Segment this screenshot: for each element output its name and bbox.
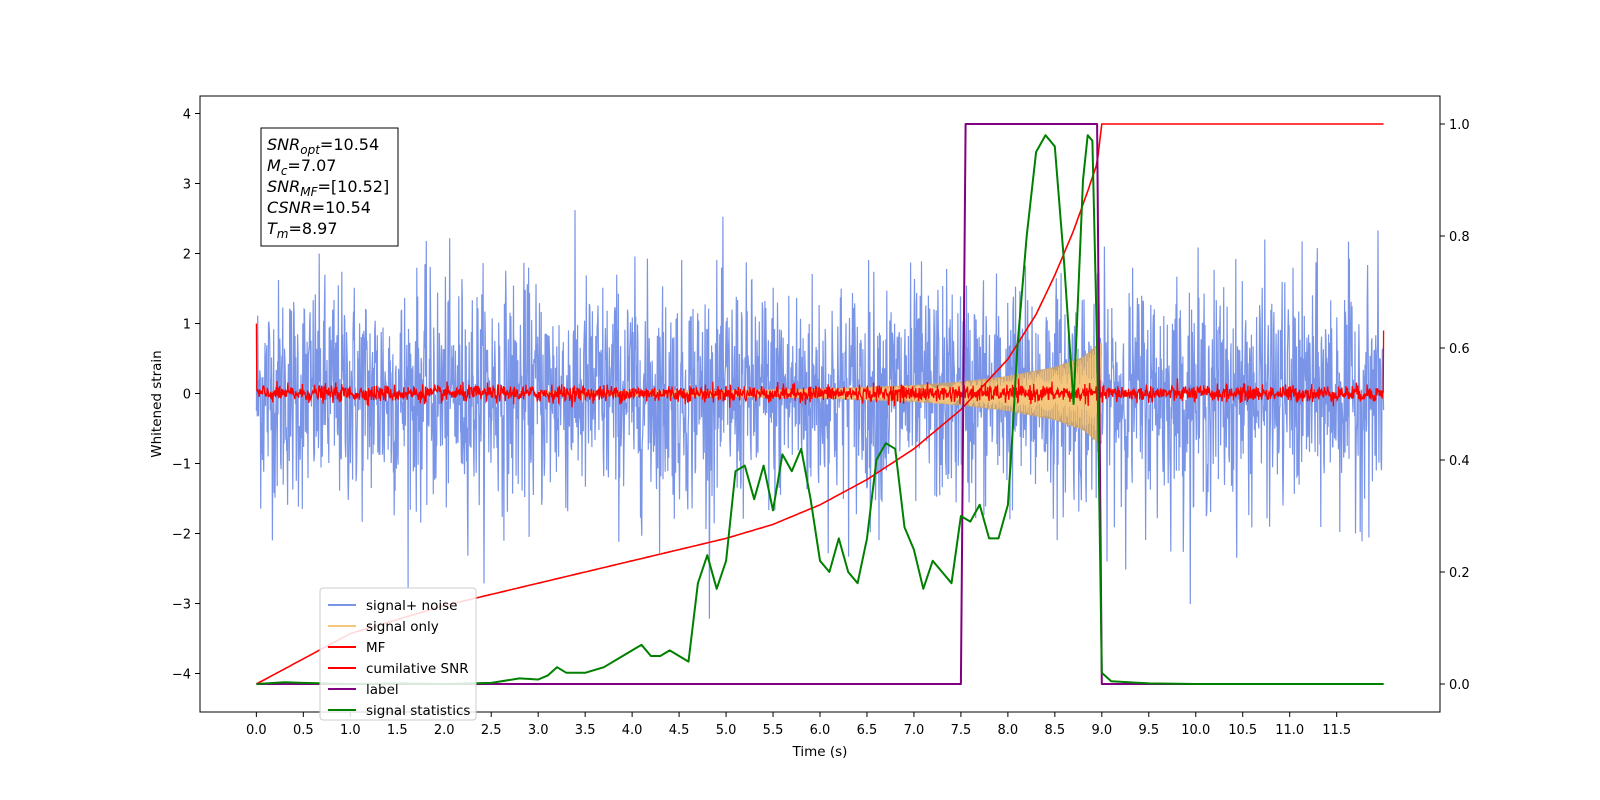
legend-label: signal only	[366, 619, 439, 635]
x-tick-label: 11.5	[1322, 723, 1351, 738]
annotation-line: SNRMF=[10.52]	[267, 177, 389, 199]
y-tick-label: 2	[183, 248, 191, 263]
x-tick-label: 4.0	[622, 723, 643, 738]
legend-label: signal statistics	[366, 703, 470, 719]
annotation-line: Mc=7.07	[267, 156, 336, 178]
y-axis-label: Whitened strain	[149, 350, 165, 457]
annotation-line: CSNR=10.54	[267, 198, 371, 217]
x-tick-label: 10.5	[1228, 723, 1257, 738]
x-tick-label: 2.0	[434, 723, 455, 738]
x-tick-label: 7.0	[904, 723, 925, 738]
x-tick-label: 4.5	[669, 723, 690, 738]
legend: signal+ noise signal only MF cumilative SNR…	[319, 587, 477, 721]
series-signal-statistics	[256, 134, 1384, 685]
x-tick-label: 0.5	[293, 723, 314, 738]
y2-tick-label: 0.2	[1449, 566, 1470, 581]
legend-entry-mf: MF	[328, 640, 385, 656]
x-tick-label: 2.5	[481, 723, 502, 738]
x-tick-label: 11.0	[1275, 723, 1304, 738]
annotation-line: Tm=8.97	[267, 219, 338, 241]
y-tick-label: 0	[183, 388, 191, 403]
y-tick-label: −2	[172, 528, 191, 543]
x-tick-label: 5.0	[716, 723, 737, 738]
x-tick-label: 3.0	[528, 723, 549, 738]
x-tick-label: 9.5	[1138, 723, 1159, 738]
x-tick-label: 3.5	[575, 723, 596, 738]
legend-label: signal+ noise	[366, 598, 457, 614]
y2-axis-ticks: 0.0 0.2 0.4 0.6 0.8 1.0	[1440, 118, 1470, 693]
annotation-line: SNRopt=10.54	[267, 135, 379, 157]
x-axis-ticks: 0.0 0.5 1.0 1.5 2.0 2.5 3.0 3.5 4.0 4.5 5.0 5.5 6.0 6…	[246, 712, 1351, 738]
legend-label: cumilative SNR	[366, 661, 469, 677]
y-tick-label: −3	[172, 598, 191, 613]
y-tick-label: 3	[183, 178, 191, 193]
legend-entry-signal-noise: signal+ noise	[328, 598, 457, 614]
y2-tick-label: 0.8	[1449, 230, 1470, 245]
x-tick-label: 7.5	[951, 723, 972, 738]
y-axis-ticks: −4 −3 −2 −1 0 1 2 3 4	[172, 108, 200, 683]
annotation-frame	[260, 127, 399, 247]
y-tick-label: 4	[183, 108, 191, 123]
series-signal-noise	[255, 210, 1385, 619]
x-tick-label: 5.5	[763, 723, 784, 738]
x-tick-label: 8.0	[998, 723, 1019, 738]
y2-tick-label: 0.6	[1449, 342, 1470, 357]
x-tick-label: 6.0	[810, 723, 831, 738]
y2-tick-label: 0.0	[1449, 678, 1470, 693]
x-tick-label: 1.5	[387, 723, 408, 738]
x-tick-label: 1.0	[340, 723, 361, 738]
x-tick-label: 9.0	[1091, 723, 1112, 738]
y-tick-label: −4	[172, 668, 191, 683]
x-tick-label: 0.0	[246, 723, 267, 738]
y2-tick-label: 0.4	[1449, 454, 1470, 469]
legend-entry-signal-statistics: signal statistics	[328, 703, 470, 719]
legend-frame	[319, 587, 477, 721]
legend-label: label	[366, 682, 399, 698]
x-axis-label: Time (s)	[792, 744, 848, 760]
annotation-box: SNRopt=10.54Mc=7.07SNRMF=[10.52]CSNR=10.…	[260, 127, 399, 247]
x-tick-label: 6.5	[857, 723, 878, 738]
x-tick-label: 10.0	[1181, 723, 1210, 738]
y-tick-label: 1	[183, 318, 191, 333]
y-tick-label: −1	[172, 458, 191, 473]
legend-label: MF	[366, 640, 385, 656]
y2-tick-label: 1.0	[1449, 118, 1470, 133]
x-tick-label: 8.5	[1045, 723, 1066, 738]
legend-entry-cumilative-snr: cumilative SNR	[328, 661, 469, 677]
legend-entry-label: label	[328, 682, 399, 698]
series-mf	[255, 323, 1385, 408]
legend-entry-signal-only: signal only	[328, 619, 439, 635]
